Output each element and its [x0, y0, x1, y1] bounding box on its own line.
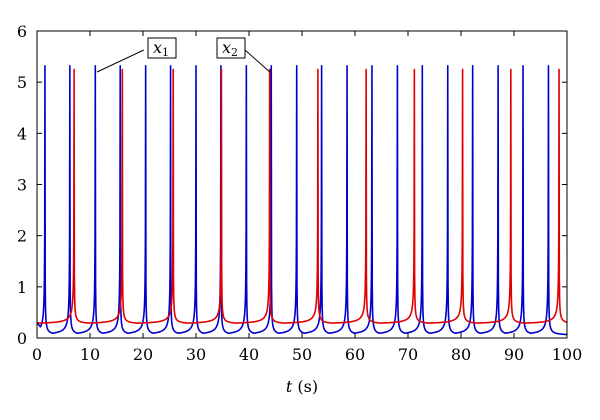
- x-tick-label: 90: [504, 345, 524, 364]
- annotation-box: [147, 37, 177, 59]
- annotation-arrow: [96, 49, 144, 73]
- x-tick-label: 60: [345, 345, 365, 364]
- x-tick-label: 20: [133, 345, 153, 364]
- y-tick-label: 4: [17, 124, 27, 143]
- series-line-x2: [36, 68, 568, 324]
- annotation-arrow: [244, 49, 271, 73]
- annotation-label: x1: [153, 38, 169, 59]
- y-tick-label: 5: [17, 73, 27, 92]
- annotation-x1: x1: [96, 37, 177, 73]
- x-axis-label-var: t: [286, 377, 293, 396]
- annotation-x2: x2: [216, 37, 271, 73]
- x-axis-label-unit: (s): [292, 377, 318, 396]
- annotation-box: [216, 37, 246, 59]
- x-tick-label: 100: [552, 345, 583, 364]
- x-tick-label: 50: [292, 345, 312, 364]
- axis-ticks: [36, 30, 568, 339]
- x-tick-label: 70: [398, 345, 418, 364]
- plot-lines: [36, 64, 568, 336]
- axis-tick-labels: 0 10 20 30 40 50 60 70 80 90 100 0 1 2 3 4 5 6: [17, 22, 582, 364]
- x-tick-label: 10: [80, 345, 100, 364]
- series-line-x1: [36, 64, 568, 336]
- x-tick-label: 80: [451, 345, 471, 364]
- plot-frame: [36, 30, 568, 339]
- y-tick-label: 2: [17, 227, 27, 246]
- annotations: x1 x2: [96, 37, 271, 73]
- y-tick-label: 6: [17, 22, 27, 41]
- annotation-label: x2: [222, 38, 238, 59]
- y-tick-label: 0: [17, 329, 27, 348]
- x-axis-label: t (s): [286, 377, 318, 396]
- x-tick-label: 0: [32, 345, 42, 364]
- y-tick-label: 3: [17, 176, 27, 195]
- x-tick-label: 30: [186, 345, 206, 364]
- x-tick-label: 40: [239, 345, 259, 364]
- y-tick-label: 1: [17, 278, 27, 297]
